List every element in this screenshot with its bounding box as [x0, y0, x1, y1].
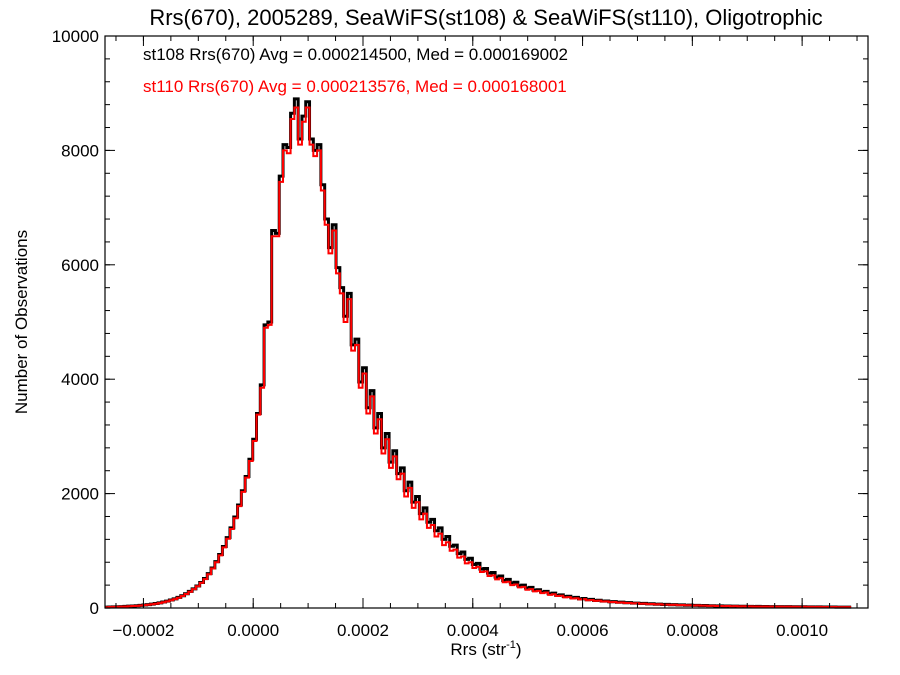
plot-frame: [104, 35, 869, 609]
y-tick-label: 0: [90, 599, 99, 618]
x-tick-label: 0.0004: [447, 621, 499, 640]
y-tick-label: 8000: [61, 141, 99, 160]
x-tick-label: 0.0000: [227, 621, 279, 640]
legend-entry-st110: st110 Rrs(670) Avg = 0.000213576, Med = …: [143, 77, 567, 96]
x-axis-label-end: ): [516, 640, 522, 659]
x-axis-label: Rrs (str-1): [450, 639, 521, 659]
x-tick-label: 0.0002: [337, 621, 389, 640]
ticks-layer: −0.0002 0.0000 0.0002 0.0004 0.0006 0.0008 0.0…: [52, 27, 868, 640]
x-tick-label: −0.0002: [112, 621, 174, 640]
x-axis-label-superscript: -1: [506, 639, 516, 651]
series-layer: [105, 97, 852, 609]
series-line-st108: [105, 97, 852, 609]
y-tick-label: 6000: [61, 256, 99, 275]
legend-entry-st108: st108 Rrs(670) Avg = 0.000214500, Med = …: [143, 45, 568, 64]
chart-title: Rrs(670), 2005289, SeaWiFS(st108) & SeaW…: [149, 5, 822, 30]
x-tick-label: 0.0010: [776, 621, 828, 640]
legend: st108 Rrs(670) Avg = 0.000214500, Med = …: [143, 45, 568, 96]
x-tick-label: 0.0008: [666, 621, 718, 640]
series-line-st110: [105, 106, 852, 609]
x-tick-label: 0.0006: [557, 621, 609, 640]
y-tick-label: 10000: [52, 27, 99, 46]
y-tick-label: 4000: [61, 370, 99, 389]
y-axis-label: Number of Observations: [12, 230, 31, 414]
y-tick-label: 2000: [61, 485, 99, 504]
x-axis-label-text: Rrs (str: [450, 640, 506, 659]
